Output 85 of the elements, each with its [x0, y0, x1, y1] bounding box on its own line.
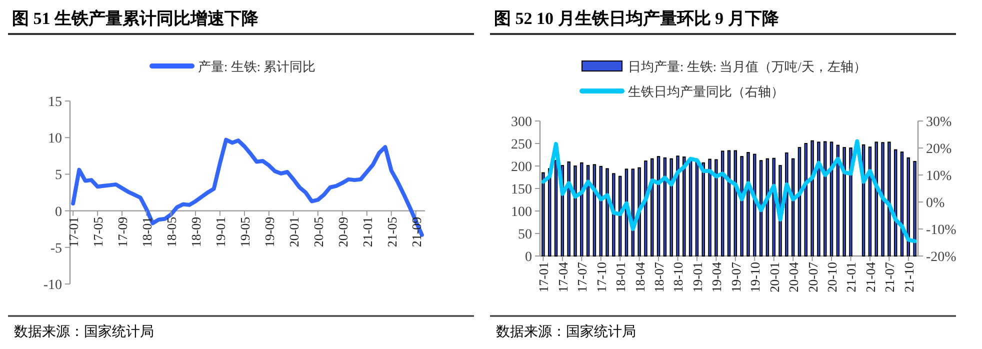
x-tick-label: 19-04	[709, 262, 724, 292]
x-tick-label: 18-09	[188, 216, 204, 248]
x-tick-label: 20-04	[786, 262, 802, 292]
bar	[599, 166, 602, 256]
x-tick-label: 21-09	[408, 216, 424, 248]
x-tick-label: 21-01	[360, 216, 375, 248]
y-tick-label: 300	[511, 115, 532, 130]
x-tick-label: 19-10	[748, 262, 763, 292]
y-tick-label: 200	[511, 160, 532, 175]
bar	[567, 161, 570, 256]
y-tick-label: 0	[55, 204, 62, 220]
legend-label: 日均产量: 生铁: 当月值（万吨/天，左轴）	[628, 59, 866, 74]
y-tick-label: -5	[50, 241, 62, 256]
y-tick-label: 0	[525, 250, 532, 265]
x-tick-label: 17-07	[574, 262, 590, 292]
source-note: 数据来源：国家统计局	[14, 324, 154, 340]
x-tick-label: 17-05	[90, 216, 106, 248]
x-tick-label: 19-01	[690, 262, 705, 292]
x-tick-label: 20-01	[286, 216, 302, 248]
legend-label: 生铁日均产量同比（右轴）	[628, 84, 784, 99]
x-tick-label: 18-04	[632, 262, 648, 292]
y-tick-label: 15	[48, 95, 62, 110]
x-tick-label: 19-05	[237, 216, 252, 248]
bar	[714, 159, 718, 256]
bar	[874, 142, 878, 256]
bar	[740, 156, 744, 256]
bar	[817, 142, 820, 256]
x-tick-label: 20-01	[766, 262, 782, 292]
bar	[554, 160, 558, 256]
y2-tick-label: -10%	[926, 223, 957, 238]
bar	[746, 152, 750, 256]
chart-title: 图 52 10 月生铁日均产量环比 9 月下降	[494, 9, 780, 28]
x-tick-label: 21-07	[882, 262, 898, 292]
bar	[676, 156, 680, 256]
x-tick-label: 21-01	[844, 262, 859, 292]
x-tick-label: 20-07	[805, 262, 820, 292]
x-tick-label: 19-07	[728, 262, 744, 292]
bar	[574, 166, 577, 256]
x-tick-label: 18-07	[652, 262, 667, 292]
y-tick-label: 50	[518, 228, 532, 242]
source-note: 数据来源：国家统计局	[496, 324, 636, 340]
x-tick-label: 17-10	[594, 262, 609, 292]
bar	[708, 158, 712, 256]
y2-tick-label: 10%	[926, 169, 952, 184]
y2-tick-label: 20%	[926, 142, 952, 157]
y-tick-label: -10	[43, 278, 62, 293]
x-tick-label: 20-10	[824, 262, 840, 292]
bar	[842, 147, 846, 256]
y2-tick-label: 0%	[926, 196, 945, 211]
x-tick-label: 21-10	[901, 262, 916, 292]
legend-label: 产量: 生铁: 累计同比	[198, 59, 316, 74]
bar	[810, 140, 814, 256]
bar	[580, 162, 584, 256]
y-tick-label: 10	[48, 132, 62, 147]
x-tick-label: 17-01	[66, 216, 82, 248]
bar	[542, 172, 545, 256]
bar	[888, 142, 891, 256]
x-tick-label: 21-04	[862, 262, 878, 292]
x-tick-label: 18-05	[164, 216, 179, 248]
x-tick-label: 17-09	[115, 216, 130, 248]
y2-tick-label: -20%	[926, 250, 957, 265]
y-tick-label: 5	[55, 168, 62, 184]
x-tick-label: 19-09	[262, 216, 277, 248]
line-series	[541, 139, 917, 244]
bar	[913, 161, 916, 256]
bar	[682, 156, 686, 256]
x-tick-label: 20-05	[310, 216, 326, 248]
y-tick-label: 250	[511, 138, 532, 152]
chart-title: 图 51 生铁产量累计同比增速下降	[12, 9, 260, 28]
x-tick-label: 18-01	[140, 216, 155, 248]
x-tick-label: 18-10	[670, 262, 686, 292]
bar	[612, 173, 616, 256]
bar	[881, 142, 884, 256]
bar	[606, 168, 609, 256]
x-tick-label: 17-01	[536, 262, 552, 292]
x-tick-label: 17-04	[555, 262, 570, 292]
bar	[670, 158, 673, 256]
y-tick-label: 150	[511, 182, 532, 198]
y-tick-label: 100	[511, 205, 532, 220]
y2-tick-label: 30%	[926, 115, 952, 130]
x-tick-label: 20-09	[335, 216, 350, 248]
bar	[695, 161, 699, 256]
x-tick-label: 18-01	[613, 262, 628, 292]
x-tick-label: 21-05	[384, 216, 400, 248]
x-tick-label: 19-01	[212, 216, 228, 248]
